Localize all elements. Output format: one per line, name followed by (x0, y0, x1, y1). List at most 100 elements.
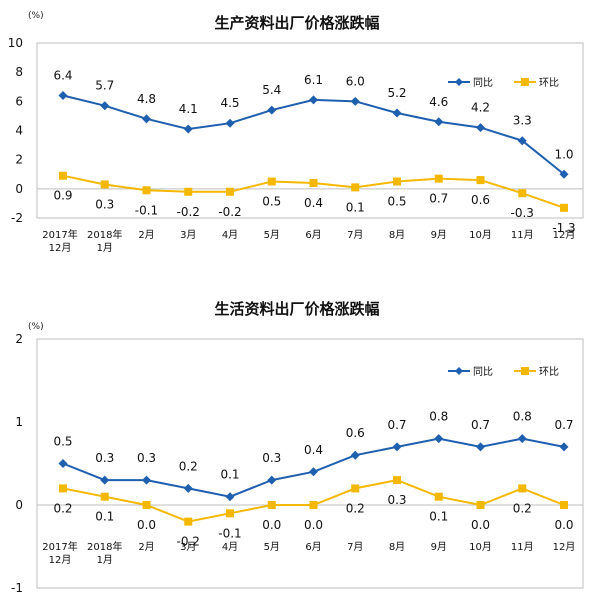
data-label: 1.0 (554, 147, 573, 161)
x-tick-label: 2月 (138, 541, 154, 553)
data-label: 5.4 (262, 83, 281, 97)
y-tick-label: -2 (11, 211, 23, 225)
data-point-marker (434, 117, 444, 127)
x-tick-label-line: 5月 (264, 229, 280, 241)
legend-label: 环比 (539, 366, 559, 378)
plot-area (36, 338, 584, 589)
data-point-marker (100, 475, 110, 485)
x-tick-label: 3月 (180, 541, 196, 553)
data-point-marker (226, 187, 234, 196)
data-label: 6.1 (304, 73, 323, 87)
x-tick-label-line: 9月 (431, 229, 447, 241)
data-point-marker (560, 501, 568, 509)
data-point-marker (58, 91, 68, 100)
data-label: 4.5 (220, 96, 239, 110)
data-point-marker (309, 467, 318, 477)
data-point-marker (184, 517, 193, 526)
y-tick-label: 6 (15, 94, 23, 108)
data-label: 0.6 (346, 426, 365, 440)
data-label: 0.4 (304, 443, 323, 457)
y-tick-label: 0 (15, 182, 23, 196)
x-tick-label-line: 8月 (389, 541, 405, 553)
legend-label: 同比 (473, 77, 493, 89)
x-tick-label-line: 4月 (222, 541, 238, 553)
data-label: 0.0 (554, 518, 573, 532)
x-tick-label: 3月 (180, 229, 196, 241)
x-tick-label-line: 2017年 (42, 228, 77, 241)
chart-title: 生活资料出厂价格涨跌幅 (214, 300, 379, 318)
x-tick-label-line: 12月 (553, 229, 576, 241)
x-tick-label: 2月 (138, 229, 154, 241)
y-tick-label: 8 (15, 65, 23, 79)
data-point-marker (142, 501, 151, 509)
data-label: 6.4 (53, 69, 72, 83)
x-tick-label-line: 2月 (138, 541, 154, 553)
x-tick-label: 6月 (305, 229, 321, 241)
data-point-marker (476, 176, 485, 185)
data-label: 0.2 (513, 501, 532, 515)
data-point-marker (351, 484, 360, 493)
data-label: 0.6 (471, 193, 490, 207)
data-point-marker (226, 509, 234, 518)
data-label: 0.5 (262, 195, 281, 209)
data-label: 0.4 (304, 196, 323, 210)
data-label: 5.7 (95, 79, 114, 93)
data-point-marker (476, 501, 485, 509)
x-tick-label: 4月 (222, 541, 238, 553)
x-tick-label: 11月 (511, 541, 534, 553)
data-label: 0.7 (429, 192, 448, 206)
x-tick-label-line: 9月 (431, 541, 447, 553)
data-label: 0.9 (53, 189, 72, 203)
data-point-marker (559, 442, 569, 452)
legend-swatch-marker (455, 78, 463, 86)
data-point-marker (267, 501, 276, 509)
y-tick-label: 0 (15, 498, 23, 512)
x-tick-label: 4月 (222, 229, 238, 241)
y-tick-label: 1 (15, 415, 23, 429)
data-label: 0.1 (220, 468, 239, 482)
x-tick-label-line: 11月 (511, 229, 534, 241)
x-tick-label-line: 1月 (97, 554, 113, 566)
data-point-marker (142, 114, 151, 124)
y-tick-label: -1 (11, 581, 23, 595)
data-point-marker (183, 124, 193, 134)
data-label: -0.2 (177, 535, 200, 549)
data-point-marker (434, 174, 443, 183)
data-label: 0.5 (53, 435, 72, 449)
data-label: 0.3 (95, 197, 114, 211)
data-label: 0.5 (387, 195, 406, 209)
x-tick-label-line: 2月 (138, 229, 154, 241)
x-tick-label: 10月 (469, 541, 492, 553)
x-tick-label-line: 10月 (469, 541, 492, 553)
data-point-marker (267, 475, 277, 485)
data-label: 4.6 (429, 95, 448, 109)
x-tick-label-line: 2017年 (42, 540, 77, 553)
data-label: 0.2 (346, 501, 365, 515)
legend-swatch-marker (521, 78, 529, 86)
x-tick-label-line: 11月 (511, 541, 534, 553)
data-point-marker (58, 459, 68, 468)
data-label: -0.2 (177, 205, 200, 219)
y-tick-label: 4 (15, 124, 23, 138)
data-point-marker (142, 475, 151, 485)
data-label: 0.1 (346, 200, 365, 214)
data-label: 0.1 (95, 510, 114, 524)
x-tick-label: 12月 (553, 541, 576, 553)
data-point-marker (184, 187, 193, 196)
data-label: 5.2 (387, 86, 406, 100)
x-tick-label-line: 3月 (180, 229, 196, 241)
data-point-marker (309, 179, 318, 187)
x-tick-label-line: 2018年 (87, 540, 122, 553)
x-tick-label: 8月 (389, 541, 405, 553)
data-point-marker (267, 177, 276, 186)
data-label: 0.7 (471, 418, 490, 432)
data-point-marker (350, 450, 360, 460)
data-point-marker (518, 484, 527, 493)
x-tick-label: 6月 (305, 541, 321, 553)
data-label: 0.3 (387, 493, 406, 507)
y-tick-label: 2 (15, 153, 23, 167)
x-tick-label-line: 4月 (222, 229, 238, 241)
x-tick-label-line: 1月 (97, 242, 113, 254)
series-line-1 (62, 479, 565, 523)
